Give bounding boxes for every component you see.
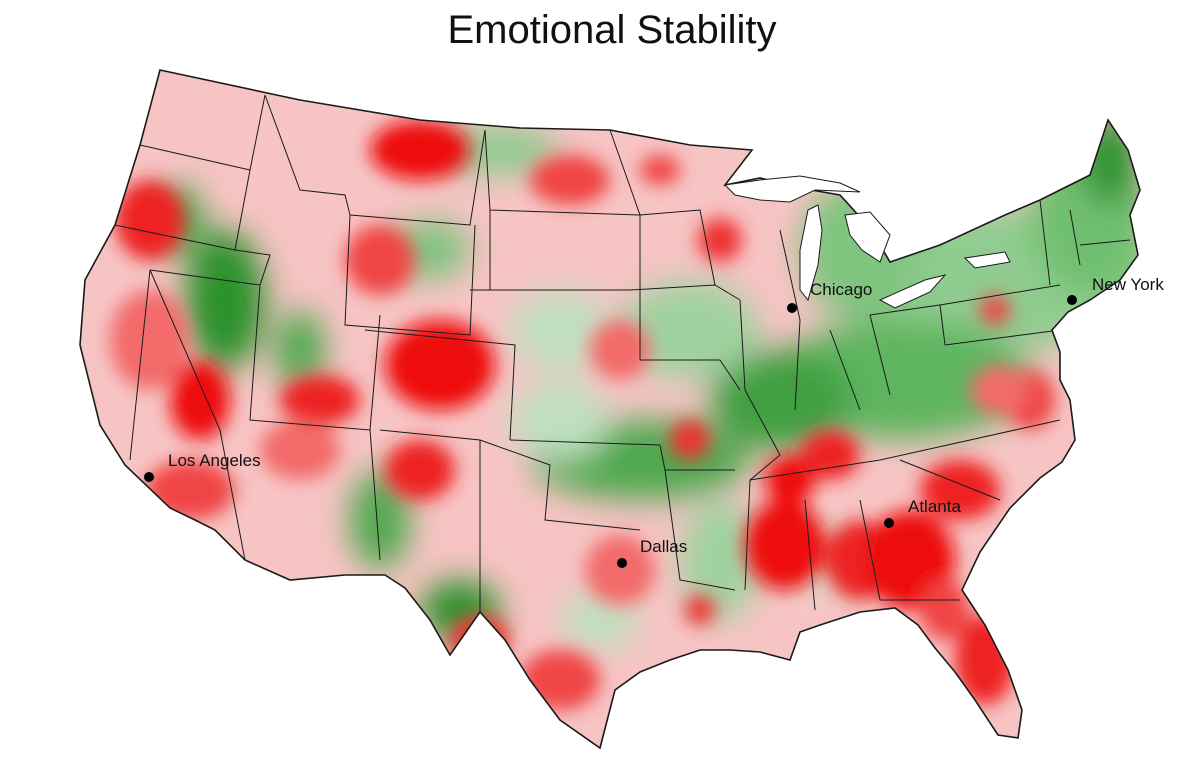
city-dot-new-york bbox=[1067, 295, 1077, 305]
city-dot-atlanta bbox=[884, 518, 894, 528]
city-label-new-york: New York bbox=[1092, 275, 1164, 294]
lake-superior bbox=[723, 175, 861, 203]
map-title: Emotional Stability bbox=[447, 8, 777, 52]
great-lakes bbox=[723, 175, 1011, 309]
city-label-dallas: Dallas bbox=[640, 537, 687, 556]
city-label-atlanta: Atlanta bbox=[908, 497, 961, 516]
city-dot-dallas bbox=[617, 558, 627, 568]
city-markers: Chicago New York Los Angeles Dallas Atla… bbox=[144, 275, 1164, 568]
state-borders bbox=[114, 94, 1131, 612]
lake-erie bbox=[878, 274, 947, 309]
city-dot-chicago bbox=[787, 303, 797, 313]
city-dot-los-angeles bbox=[144, 472, 154, 482]
city-label-los-angeles: Los Angeles bbox=[168, 451, 261, 470]
lake-huron bbox=[844, 211, 891, 263]
lake-ontario bbox=[963, 251, 1011, 269]
city-label-chicago: Chicago bbox=[810, 280, 872, 299]
lake-michigan bbox=[799, 204, 823, 302]
